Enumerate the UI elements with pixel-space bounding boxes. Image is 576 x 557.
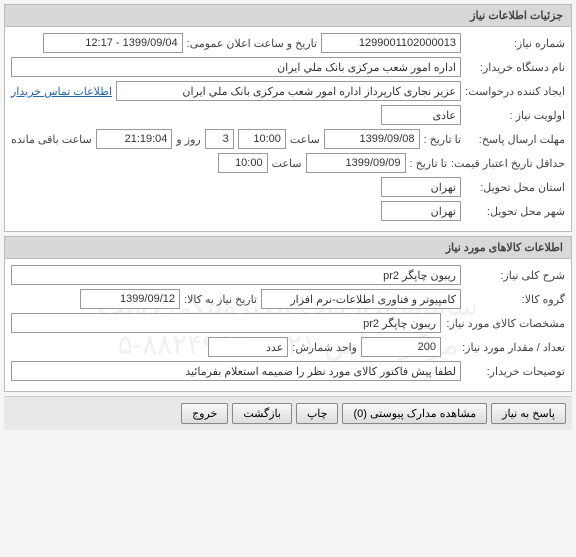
deadline-time-field: 10:00 [238, 129, 286, 149]
remaining-time-field: 21:19:04 [96, 129, 173, 149]
need-number-label: شماره نیاز: [465, 37, 565, 50]
buyer-label: نام دستگاه خریدار: [465, 61, 565, 74]
deadline-label: مهلت ارسال پاسخ: [465, 133, 565, 146]
contact-link[interactable]: اطلاعات تماس خریدار [11, 85, 112, 98]
buyer-field: اداره امور شعب مرکزی بانک ملي ايران [11, 57, 461, 77]
remaining-label: ساعت باقی مانده [11, 133, 92, 146]
goods-info-header: اطلاعات کالاهای مورد نیاز [5, 237, 571, 259]
back-button[interactable]: بازگشت [232, 403, 292, 424]
announce-field: 1399/09/04 - 12:17 [43, 33, 183, 53]
need-date-field: 1399/09/12 [80, 289, 180, 309]
group-label: گروه کالا: [465, 293, 565, 306]
attachments-button[interactable]: مشاهده مدارک پیوستی (0) [342, 403, 487, 424]
time-label-1: ساعت [290, 133, 320, 146]
notes-field: لطفا پیش فاکتور کالای مورد نظر را ضمیمه … [11, 361, 461, 381]
to-date2-label: تا تاریخ : [410, 157, 447, 170]
notes-label: توضیحات خریدار: [465, 365, 565, 378]
days-label: روز و [176, 133, 200, 146]
time-label-2: ساعت [272, 157, 302, 170]
delivery-province-field: تهران [381, 177, 461, 197]
priority-field: عادی [381, 105, 461, 125]
need-details-section: جزئیات اطلاعات نیاز شماره نیاز: 12990011… [4, 4, 572, 232]
credit-date-field: 1399/09/09 [306, 153, 406, 173]
desc-field: ریبون چاپگر pr2 [11, 265, 461, 285]
delivery-province-label: استان محل تحویل: [465, 181, 565, 194]
min-credit-label: حداقل تاریخ اعتبار قیمت: [451, 157, 565, 170]
unit-label: واحد شمارش: [292, 341, 357, 354]
qty-field: 200 [361, 337, 441, 357]
spec-label: مشخصات کالای مورد نیاز: [445, 317, 565, 330]
need-number-field: 1299001102000013 [321, 33, 461, 53]
reply-button[interactable]: پاسخ به نیاز [491, 403, 566, 424]
delivery-city-label: شهر محل تحویل: [465, 205, 565, 218]
group-field: کامپیوتر و فناوری اطلاعات-نرم افزار [261, 289, 461, 309]
unit-field: عدد [208, 337, 288, 357]
goods-info-section: اطلاعات کالاهای مورد نیاز سامانه تدارکات… [4, 236, 572, 392]
deadline-date-field: 1399/09/08 [324, 129, 420, 149]
need-details-header: جزئیات اطلاعات نیاز [5, 5, 571, 27]
to-date-label: تا تاریخ : [424, 133, 461, 146]
exit-button[interactable]: خروج [181, 403, 228, 424]
delivery-city-field: تهران [381, 201, 461, 221]
requester-label: ایجاد کننده درخواست: [465, 85, 565, 98]
days-field: 3 [205, 129, 234, 149]
print-button[interactable]: چاپ [296, 403, 339, 424]
button-bar: پاسخ به نیاز مشاهده مدارک پیوستی (0) چاپ… [4, 396, 572, 430]
requester-field: عزیز نجاری کارپرداز اداره امور شعب مرکزی… [116, 81, 461, 101]
credit-time-field: 10:00 [218, 153, 268, 173]
need-date-label: تاریخ نیاز به کالا: [184, 293, 257, 306]
spec-field: ریبون چاپگر pr2 [11, 313, 441, 333]
priority-label: اولویت نیاز : [465, 109, 565, 122]
desc-label: شرح کلی نیاز: [465, 269, 565, 282]
announce-label: تاریخ و ساعت اعلان عمومی: [187, 37, 317, 50]
qty-label: تعداد / مقدار مورد نیاز: [445, 341, 565, 354]
